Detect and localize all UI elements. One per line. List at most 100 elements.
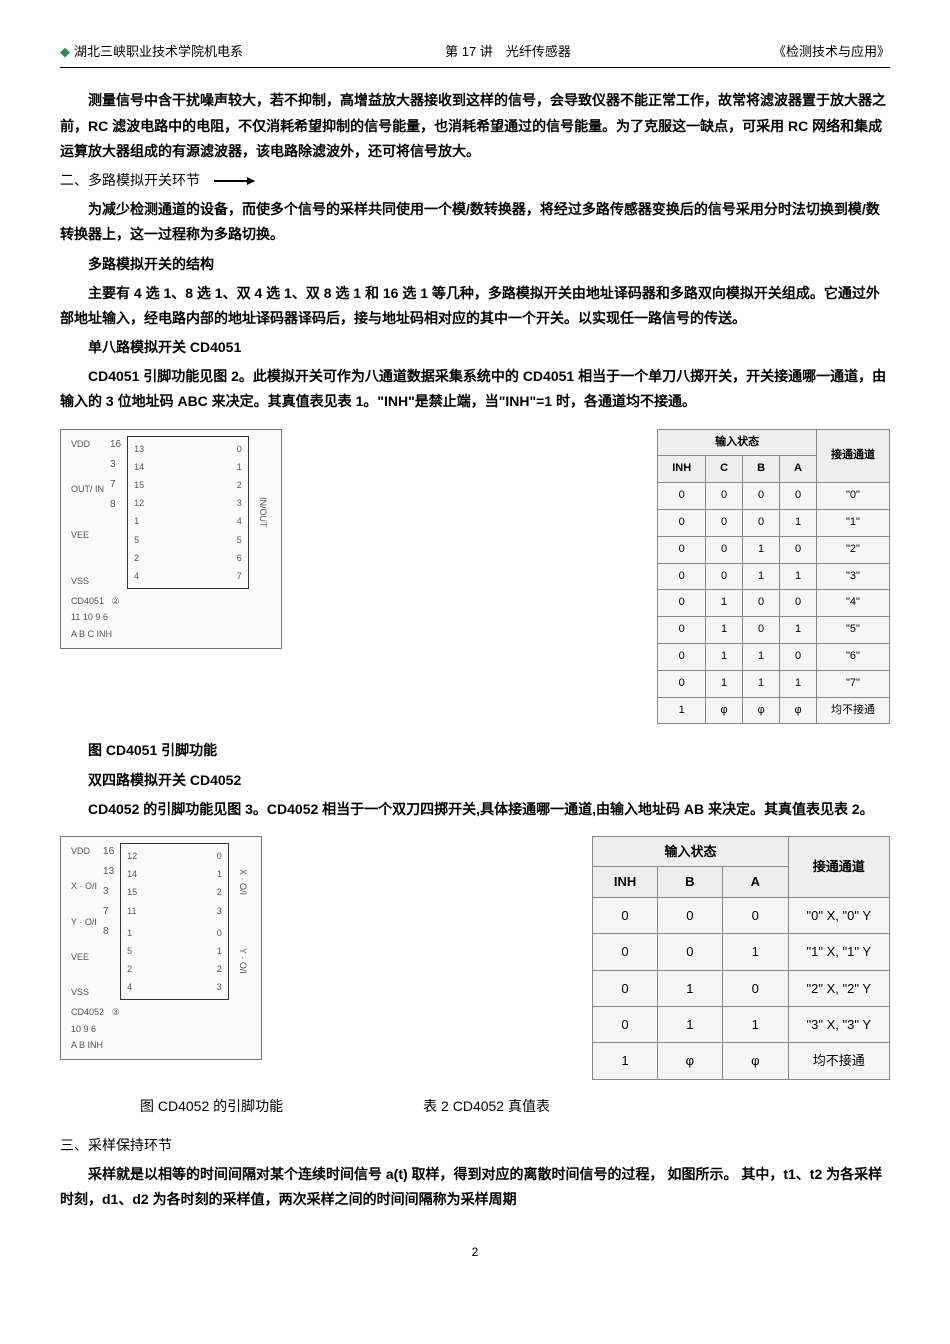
table-cell: 1 [780,563,817,590]
pin: 15 [127,884,137,900]
cd4052-pin-diagram: VDD X · O/I Y · O/I VEE VSS 16 13 3 7 8 … [60,836,262,1060]
table-cell: 0 [780,483,817,510]
pin: 4 [134,568,144,584]
table-cell: 1 [780,670,817,697]
pin: 15 [134,477,144,493]
pin: 1 [134,513,144,529]
table-cell: 1 [743,563,780,590]
table-cell: φ [657,1043,722,1079]
x-oi-label: X · O/I [71,878,97,894]
fig1-caption: 图 CD4051 引脚功能 [60,738,890,763]
pin: 7 [110,476,121,494]
table-cell: 1 [780,617,817,644]
pin: 13 [134,441,144,457]
table2-caption: 表 2 CD4052 真值表 [423,1094,550,1119]
pin: 3 [103,883,114,901]
vdd-label: VDD [71,843,97,859]
paragraph-7: 采样就是以相等的时间间隔对某个连续时间信号 a(t) 取样，得到对应的离散时间信… [60,1162,890,1212]
subsection-cd4051-title: 单八路模拟开关 CD4051 [60,335,890,360]
ch: 4 [237,513,242,529]
page-number: 2 [60,1242,890,1264]
table-cell: "1" [817,510,890,537]
ch: 3 [217,903,222,919]
table-cell: 0 [593,1006,657,1042]
table-cell: "1" X, "1" Y [788,934,889,970]
pin: 16 [110,436,121,454]
col-c: C [706,456,743,483]
header-left: 湖北三峡职业技术学院机电系 [60,40,243,63]
caption-row-cd4052: 图 CD4052 的引脚功能 表 2 CD4052 真值表 [60,1094,890,1119]
ch: 1 [217,866,222,882]
pin: 16 [103,843,114,861]
col-inh: INH [593,867,657,897]
ch: 6 [237,550,242,566]
table-cell: "3" X, "3" Y [788,1006,889,1042]
table-cell: 0 [658,644,706,671]
table-cell: 1 [780,510,817,537]
header-right: 《检测技术与应用》 [773,40,890,63]
bottom-pins: 10 9 6 [71,1024,96,1034]
header-center: 第 17 讲 光纤传感器 [445,40,571,63]
paragraph-6: CD4052 的引脚功能见图 3。CD4052 相当于一个双刀四掷开关,具体接通… [60,797,890,822]
table-cell: 0 [743,483,780,510]
ch: 7 [237,568,242,584]
table-cell: 0 [780,590,817,617]
paragraph-4: 主要有 4 选 1、8 选 1、双 4 选 1、双 8 选 1 和 16 选 1… [60,281,890,331]
outin-label: OUT/ IN [71,481,104,497]
bottom-pins: 11 10 9 6 [71,612,108,622]
table-cell: "0" [817,483,890,510]
pin: 12 [127,848,137,864]
table-cell: "4" [817,590,890,617]
ch: 3 [217,979,222,995]
channel-header: 接通通道 [788,836,889,897]
table-cell: 0 [593,934,657,970]
pin: 11 [127,903,137,919]
table-cell: "2" X, "2" Y [788,970,889,1006]
table-cell: φ [780,697,817,724]
ch: 1 [217,943,222,959]
fig2-caption: 图 CD4052 的引脚功能 [140,1094,283,1119]
pin: 12 [134,495,144,511]
table-cell: 0 [780,536,817,563]
section-3-title: 三、采样保持环节 [60,1133,890,1158]
table-cell: 1 [723,1006,788,1042]
ch: 2 [237,477,242,493]
pin: 5 [127,943,132,959]
figure-row-cd4052: VDD X · O/I Y · O/I VEE VSS 16 13 3 7 8 … [60,836,890,1080]
subsection-cd4052-title: 双四路模拟开关 CD4052 [60,768,890,793]
table-cell: 1 [743,536,780,563]
x-side-label: X · O/I [235,869,251,895]
ch: 0 [217,925,222,941]
col-inh: INH [658,456,706,483]
inout-side-label: IN/OUT [255,497,271,528]
table-cell: 0 [593,897,657,933]
table-cell: 1 [658,697,706,724]
table-cell: "2" [817,536,890,563]
pin: 2 [127,961,132,977]
table-cell: 1 [706,590,743,617]
table-cell: 0 [780,644,817,671]
paragraph-1: 测量信号中含干扰噪声较大，若不抑制，高增益放大器接收到这样的信号，会导致仪器不能… [60,88,890,164]
table-cell: 0 [593,970,657,1006]
table-cell: 1 [657,970,722,1006]
arrow-icon [214,180,254,182]
ch: 2 [217,884,222,900]
mark-icon: ③ [112,1007,120,1017]
input-state-header: 输入状态 [658,429,817,456]
table-cell: "6" [817,644,890,671]
vdd-label: VDD [71,436,104,452]
figure-row-cd4051: VDD OUT/ IN VEE VSS 16 3 7 8 13 14 15 12… [60,429,890,725]
cd4052-truth-table: 输入状态 接通通道 INH B A 000"0" X, "0" Y001"1" … [592,836,890,1080]
chip-label: CD4052 [71,1007,104,1017]
table-cell: 0 [723,970,788,1006]
table-cell: 0 [658,670,706,697]
cd4051-pin-diagram: VDD OUT/ IN VEE VSS 16 3 7 8 13 14 15 12… [60,429,282,649]
table-cell: 0 [657,897,722,933]
pin: 14 [127,866,137,882]
ch: 5 [237,532,242,548]
table-cell: 1 [657,1006,722,1042]
table-cell: 0 [658,563,706,590]
col-a: A [723,867,788,897]
table-cell: 0 [706,483,743,510]
ch: 0 [237,441,242,457]
